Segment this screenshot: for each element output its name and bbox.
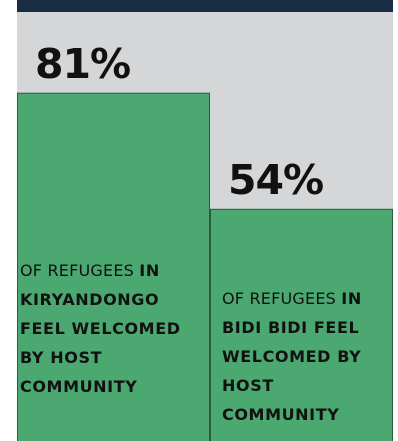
description-emphasis-text: in Kiryandongo feel welcomed by host com… [20,261,181,396]
bar-description-bidi-bidi: of refugees in Bidi Bidi feel welcomed b… [222,284,392,429]
description-intro-text: of refugees [20,261,140,280]
description-emphasis-text: in Bidi Bidi feel welcomed by host commu… [222,289,362,424]
bar-bidi-bidi [210,208,393,441]
bar-kiryandongo [17,92,210,441]
top-accent-bar [17,0,393,12]
chart-frame: 81% 54% of refugees in Kiryandongo feel … [17,0,393,441]
description-intro-text: of refugees [222,289,342,308]
value-label-bidi-bidi: 54% [228,155,324,204]
bar-chart [17,92,393,441]
value-label-kiryandongo: 81% [35,39,131,88]
bar-description-kiryandongo: of refugees in Kiryandongo feel welcomed… [20,256,203,401]
